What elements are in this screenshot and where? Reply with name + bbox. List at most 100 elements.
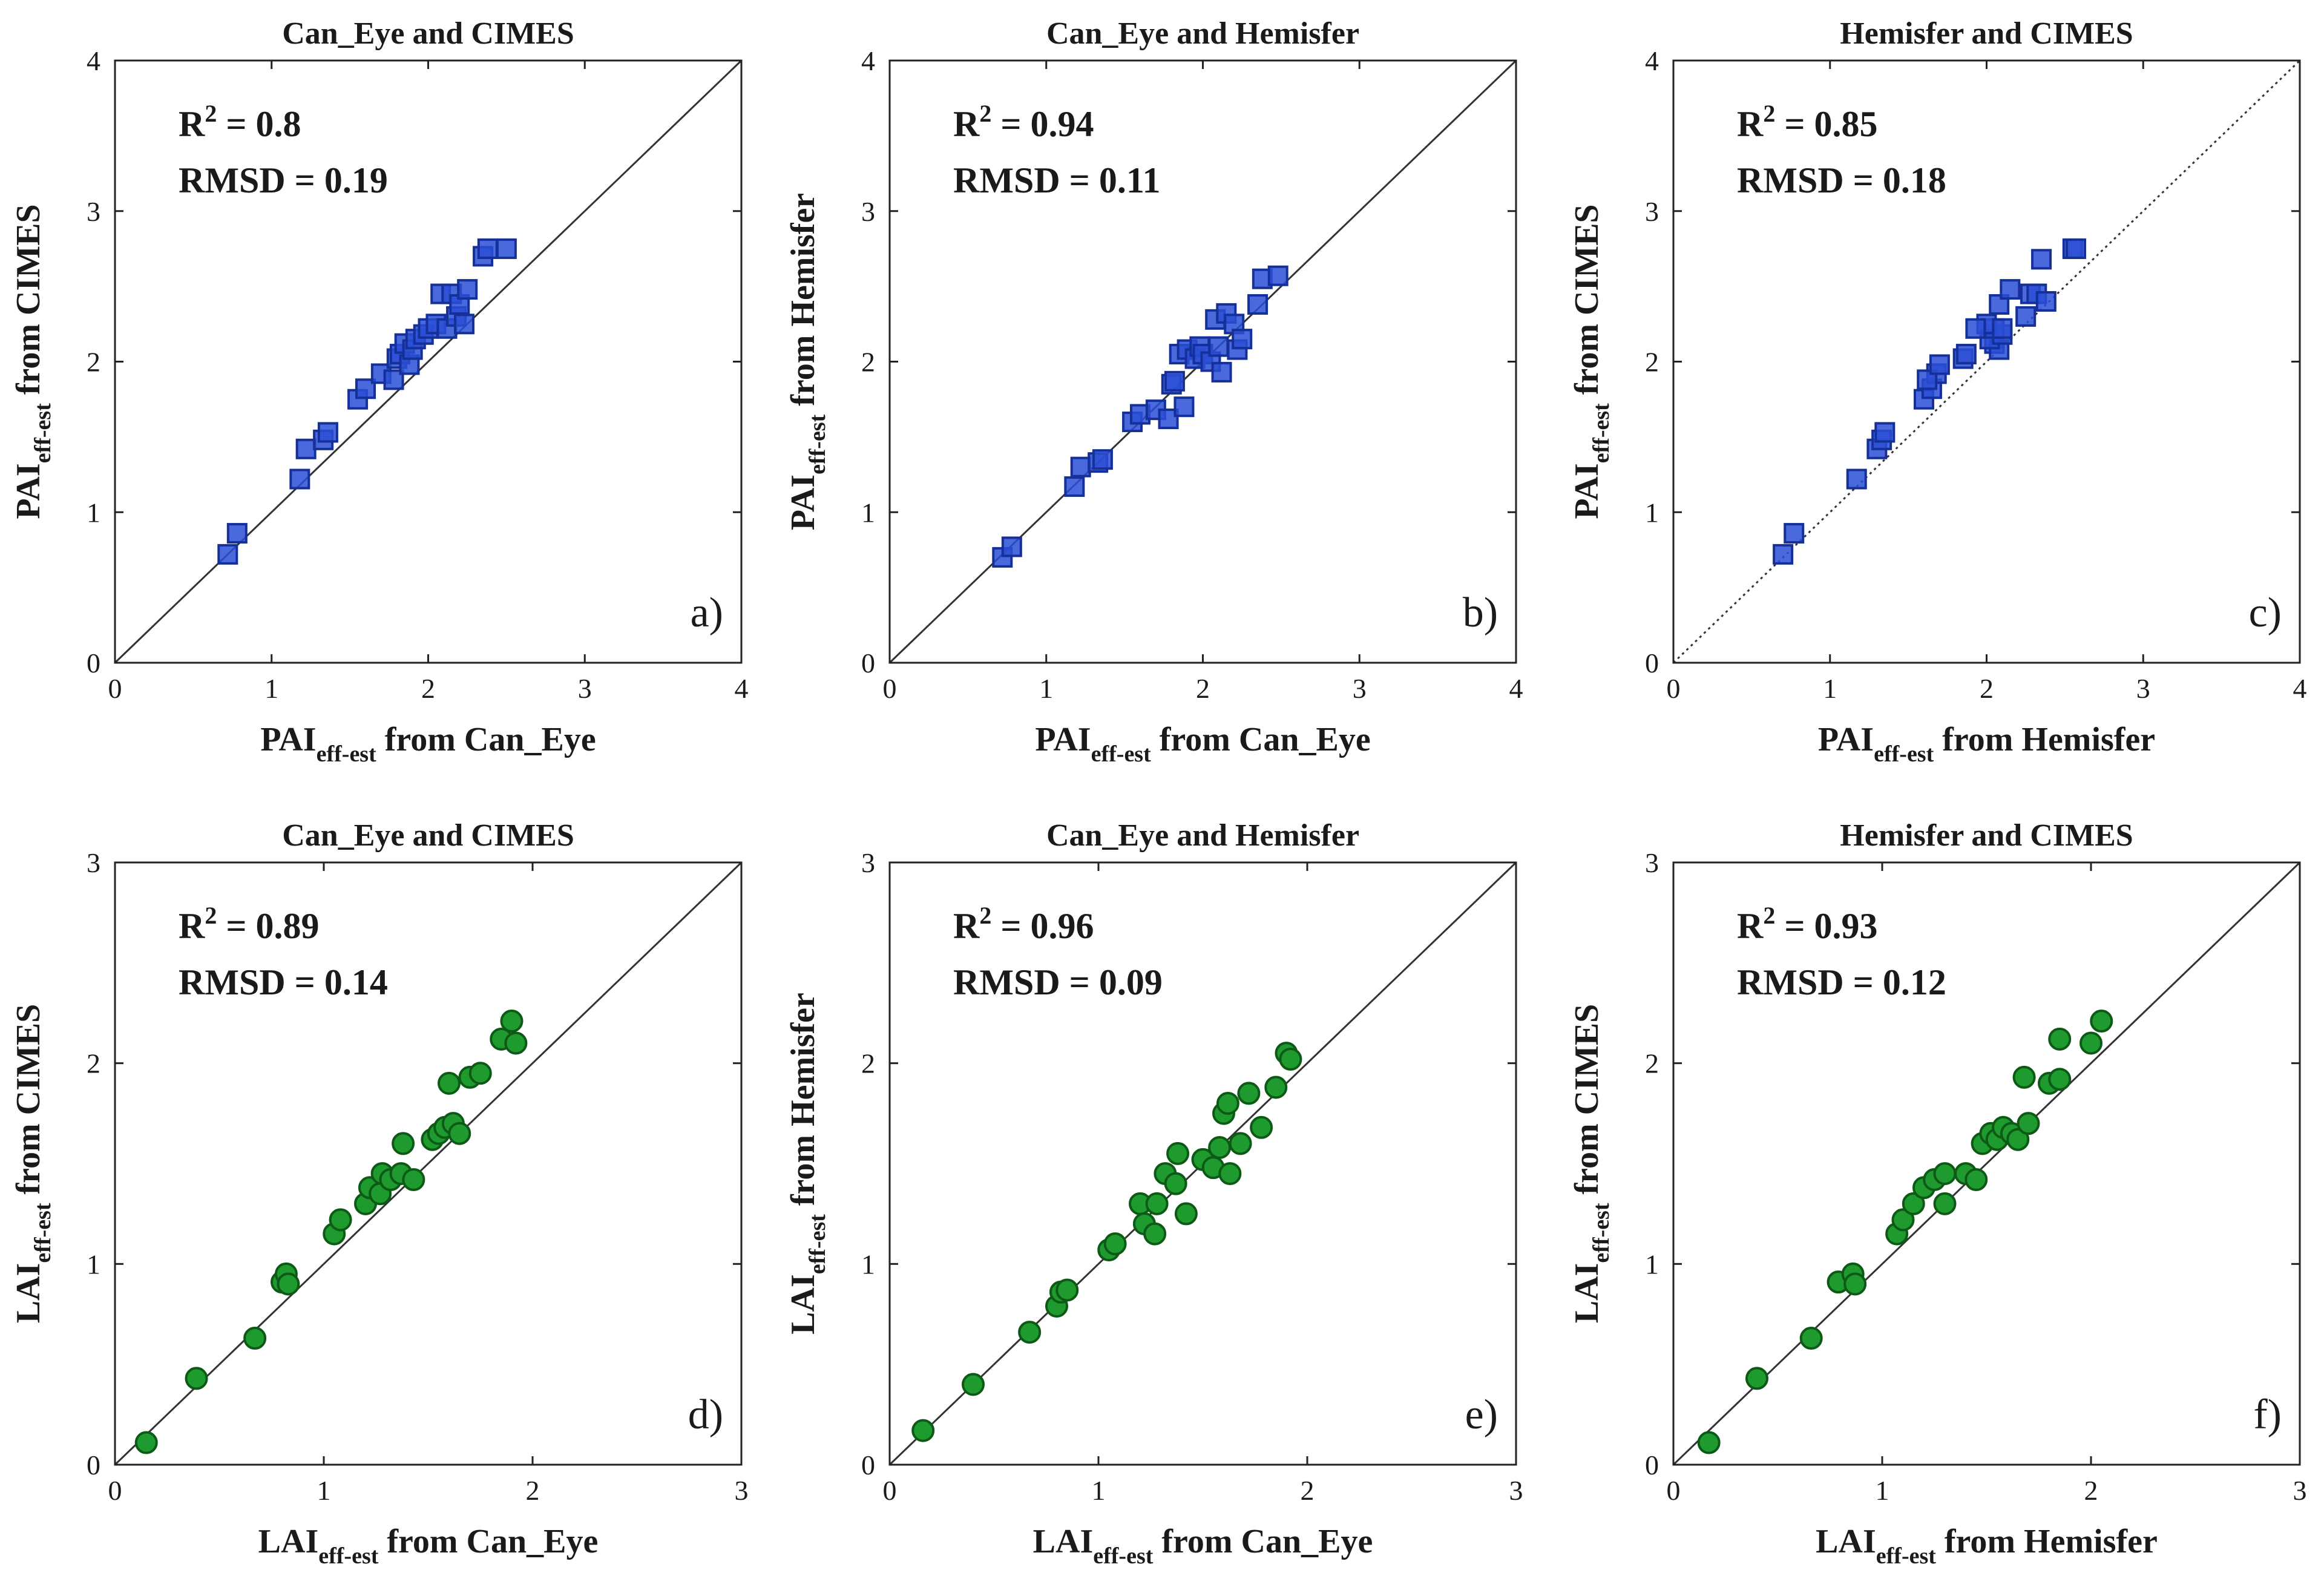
- x-tick-label: 3: [1353, 673, 1367, 704]
- data-point: [1250, 1115, 1273, 1139]
- x-tick-label: 2: [526, 1475, 540, 1506]
- y-tick-label: 1: [1645, 497, 1659, 528]
- rmsd-label: RMSD = 0.11: [953, 160, 1161, 200]
- x-tick-label: 1: [1039, 673, 1053, 704]
- x-axis-label-sub: eff-est: [1093, 1543, 1153, 1569]
- x-axis-label-rest: from Can_Eye: [1153, 1523, 1373, 1560]
- data-point: [134, 1431, 158, 1454]
- x-tick-label: 1: [1876, 1475, 1889, 1506]
- x-tick-label: 1: [1823, 673, 1837, 704]
- y-tick-label: 1: [87, 497, 100, 528]
- data-point: [317, 422, 338, 443]
- r-squared-symbol: R: [953, 906, 980, 946]
- plot-frame: [114, 861, 743, 1466]
- y-axis-label-main: PAI: [1568, 463, 1606, 519]
- plot-frame: [1672, 861, 2301, 1466]
- panel-letter: c): [2249, 590, 2282, 636]
- data-point: [289, 468, 310, 490]
- y-axis-label-sub: eff-est: [1589, 1203, 1614, 1263]
- one-to-one-line: [114, 59, 743, 664]
- data-point: [1773, 544, 1794, 565]
- data-point: [295, 438, 317, 459]
- data-point: [1208, 1135, 1232, 1159]
- y-axis-label-main: PAI: [784, 475, 822, 530]
- x-axis-label: PAIeff-est from Hemisfer: [1818, 721, 2155, 767]
- y-tick-label: 1: [861, 1249, 875, 1279]
- y-tick-label: 3: [861, 847, 875, 878]
- x-tick-label: 2: [421, 673, 435, 704]
- y-axis-label: PAIeff-est from CIMES: [1568, 204, 1614, 519]
- y-tick-label: 0: [861, 648, 875, 678]
- data-point: [1799, 1327, 1823, 1350]
- r-squared-eq: =: [217, 906, 255, 946]
- data-point: [962, 1373, 985, 1396]
- x-axis-label-main: PAI: [1818, 721, 1874, 758]
- x-axis-label-rest: from Can_Eye: [376, 721, 596, 758]
- data-point: [1902, 1192, 1925, 1215]
- data-point: [243, 1327, 267, 1350]
- y-tick-label: 4: [87, 45, 100, 76]
- data-point: [1992, 318, 2013, 339]
- data-point: [2017, 1112, 2040, 1135]
- y-tick-label: 2: [1645, 347, 1659, 378]
- panel-letter: d): [688, 1391, 723, 1438]
- panel-letter: f): [2253, 1391, 2282, 1438]
- panel-letter: b): [1463, 590, 1498, 636]
- y-tick-label: 3: [87, 196, 100, 227]
- x-tick-label: 3: [2293, 1475, 2307, 1506]
- r-squared-eq: =: [1775, 104, 1814, 144]
- x-tick-label: 0: [1667, 1475, 1681, 1506]
- y-axis-label-main: LAI: [784, 1274, 822, 1335]
- r-squared-eq: =: [1775, 906, 1814, 946]
- data-point: [1697, 1431, 1721, 1454]
- data-point: [2000, 279, 2021, 300]
- rmsd-label: RMSD = 0.19: [179, 160, 388, 200]
- rmsd-label: RMSD = 0.09: [953, 962, 1163, 1002]
- x-tick-label: 0: [108, 1475, 122, 1506]
- data-point: [1173, 396, 1195, 418]
- r-squared-exponent: 2: [205, 902, 217, 929]
- x-axis-label-rest: from Hemisfer: [1934, 721, 2155, 758]
- r-squared-symbol: R: [1737, 104, 1764, 144]
- data-point: [1001, 536, 1022, 557]
- x-tick-label: 2: [2084, 1475, 2098, 1506]
- y-axis-label-main: LAI: [10, 1263, 47, 1324]
- y-axis-label: PAIeff-est from Hemisfer: [784, 193, 830, 530]
- data-point: [1929, 354, 1950, 375]
- y-tick-label: 1: [1645, 1249, 1659, 1279]
- r-squared-label: R2 = 0.96: [953, 902, 1094, 946]
- data-point: [185, 1367, 208, 1390]
- data-point: [2035, 291, 2056, 312]
- one-to-one-line: [114, 861, 743, 1466]
- x-axis-label-main: PAI: [1035, 721, 1091, 758]
- y-tick-label: 1: [861, 497, 875, 528]
- r-squared-label: R2 = 0.85: [1737, 100, 1878, 144]
- panel-title: Can_Eye and Hemisfer: [1046, 818, 1359, 853]
- data-point: [329, 1208, 352, 1232]
- data-point: [1218, 1162, 1242, 1186]
- data-point: [1216, 1092, 1239, 1115]
- r-squared-label: R2 = 0.93: [1737, 902, 1878, 946]
- panel-letter: e): [1465, 1391, 1498, 1438]
- y-tick-label: 3: [87, 847, 100, 878]
- data-point: [392, 1132, 415, 1155]
- x-tick-label: 4: [1509, 673, 1523, 704]
- data-point: [1232, 329, 1253, 350]
- data-point: [1092, 449, 1113, 470]
- data-point: [1237, 1082, 1261, 1105]
- panel-title: Hemisfer and CIMES: [1840, 16, 2133, 51]
- r-squared-value: 0.89: [256, 906, 320, 946]
- y-axis-label-sub: eff-est: [805, 414, 830, 474]
- y-axis-label: LAIeff-est from Hemisfer: [784, 993, 830, 1335]
- data-point: [1933, 1162, 1957, 1186]
- data-point: [1933, 1192, 1957, 1215]
- y-axis-label-rest: from Hemisfer: [784, 993, 822, 1214]
- y-axis-label-main: LAI: [1568, 1263, 1606, 1324]
- x-axis-label-sub: eff-est: [1876, 1543, 1936, 1569]
- y-tick-label: 4: [861, 45, 875, 76]
- data-point: [1874, 422, 1896, 443]
- data-point: [1264, 1076, 1288, 1099]
